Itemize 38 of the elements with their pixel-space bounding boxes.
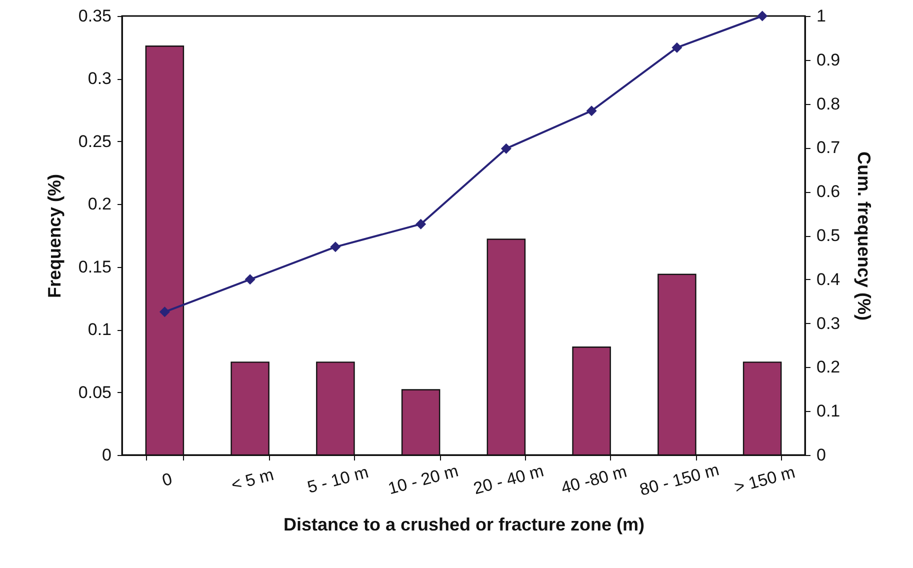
y2-tick-label: 0.8 <box>816 94 840 114</box>
y-tick-label: 0.35 <box>78 6 112 26</box>
y2-tick-label: 0.9 <box>816 50 840 70</box>
y-tick-label: 0 <box>102 446 112 464</box>
y-tick-label: 0.2 <box>88 194 112 214</box>
point <box>159 306 170 318</box>
y-tick-label: 0.05 <box>78 382 112 402</box>
x-tick-label: 40 -80 m <box>559 462 629 498</box>
y-tick-label: 0.15 <box>78 257 112 276</box>
y2-tick-label: 0.7 <box>816 138 840 158</box>
x-tick-label: 10 - 20 m <box>386 461 460 498</box>
x-tick-label: 20 - 40 m <box>471 461 546 498</box>
point <box>757 10 768 22</box>
point <box>416 218 426 230</box>
y2-tick-label: 0.2 <box>816 358 840 377</box>
point <box>586 106 597 116</box>
point <box>500 143 512 154</box>
y-tick-label: 0.25 <box>78 132 112 151</box>
y2-tick-label: 0.4 <box>816 270 840 289</box>
x-tick-label: 80 - 150 m <box>638 460 722 500</box>
x-tick-label: 5 - 10 m <box>305 462 370 497</box>
point <box>330 242 341 252</box>
x-tick-label: < 5 m <box>229 465 276 494</box>
y2-axis-title: Cum. frequency (%) <box>854 151 874 321</box>
x-tick-label: 0 <box>160 469 174 490</box>
y-tick-label: 0.3 <box>88 69 112 88</box>
x-axis-title: Distance to a crushed or fracture zone (m) <box>283 514 645 534</box>
point <box>672 42 682 53</box>
x-tick-label: > 150 m <box>732 462 798 497</box>
y2-tick-label: 0.6 <box>816 182 840 202</box>
y2-tick-label: 0.1 <box>816 402 840 421</box>
y2-tick-label: 0 <box>816 446 826 464</box>
y2-tick-label: 1 <box>816 6 826 26</box>
y-axis-title: Frequency (%) <box>44 174 64 298</box>
y-tick-label: 0.1 <box>88 320 112 340</box>
y2-tick-label: 0.3 <box>816 314 840 333</box>
y2-tick-label: 0.5 <box>816 226 840 245</box>
point <box>244 274 256 285</box>
